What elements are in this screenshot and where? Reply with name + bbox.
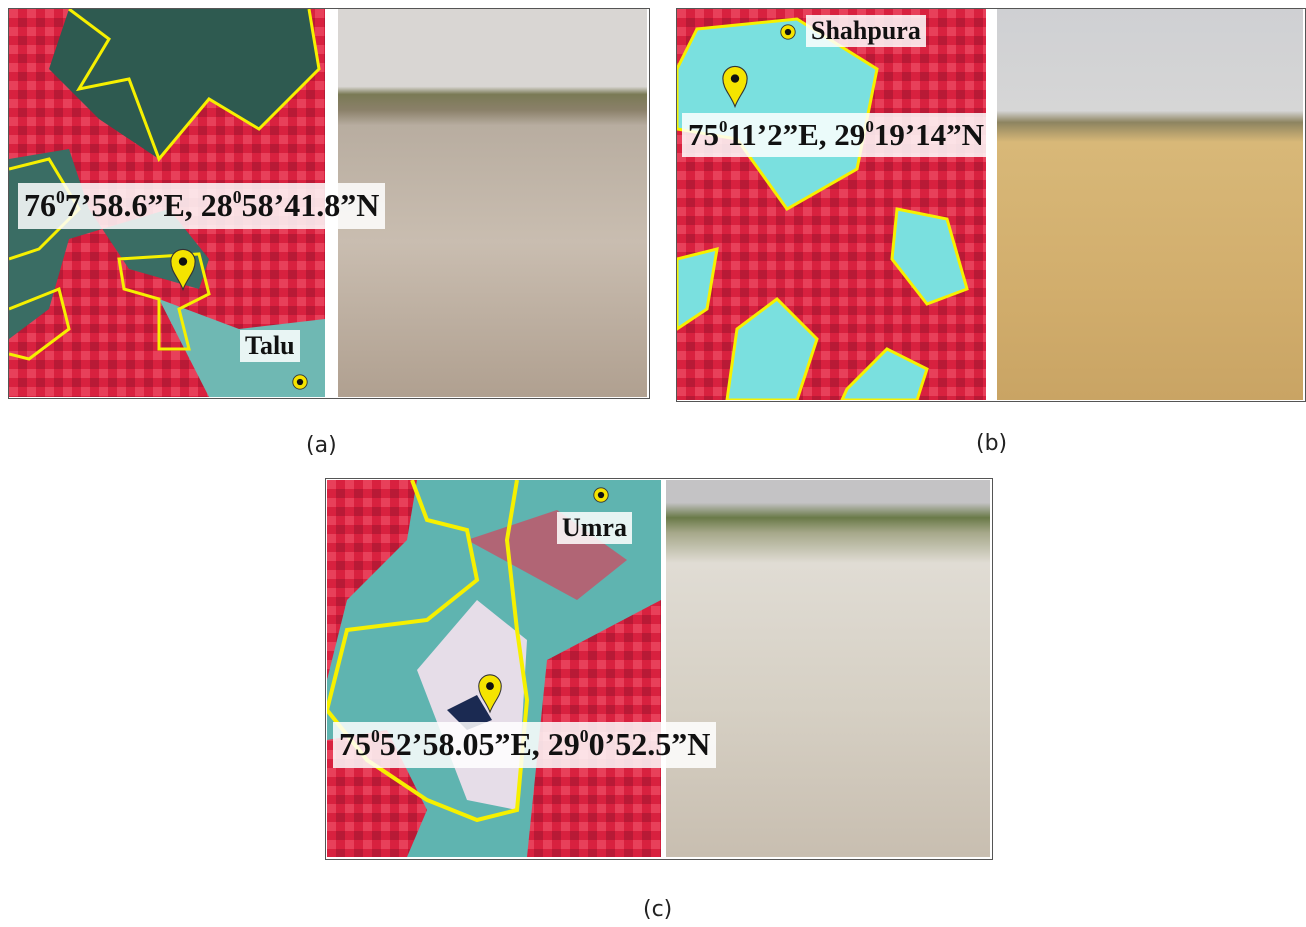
coordinate-part: 52’58.05”E, 29 (380, 726, 580, 762)
coordinate-part: 76 (24, 187, 56, 223)
field-photo (997, 9, 1303, 400)
panel-caption: (b) (976, 431, 1007, 456)
place-label: Shahpura (806, 15, 926, 47)
coordinate-part: 0 (719, 117, 728, 136)
coordinate-label: 7607’58.6”E, 28058’41.8”N (18, 183, 385, 229)
field-photo (666, 480, 990, 857)
satellite-map (677, 9, 986, 400)
page: {"panels": [ {"label": "(a)", "coordinat… (0, 0, 1306, 927)
panel-caption: (a) (306, 433, 337, 458)
coordinate-label: 75052’58.05”E, 2900’52.5”N (333, 722, 716, 768)
coordinate-part: 0’52.5”N (589, 726, 711, 762)
coordinate-part: 0 (233, 187, 242, 207)
coordinate-label: 75011’2”E, 29019’14”N (682, 113, 990, 157)
coordinate-part: 0 (580, 726, 589, 746)
coordinate-part: 75 (688, 117, 719, 152)
coordinate-part: 0 (56, 187, 65, 207)
coordinate-part: 0 (371, 726, 380, 746)
place-label: Umra (557, 512, 632, 544)
panel-caption: (c) (643, 897, 672, 922)
coordinate-part: 0 (865, 117, 874, 136)
coordinate-part: 19’14”N (874, 117, 984, 152)
coordinate-part: 7’58.6”E, 28 (65, 187, 233, 223)
place-label: Talu (240, 330, 300, 362)
coordinate-part: 75 (339, 726, 371, 762)
coordinate-part: 11’2”E, 29 (728, 117, 866, 152)
coordinate-part: 58’41.8”N (242, 187, 380, 223)
